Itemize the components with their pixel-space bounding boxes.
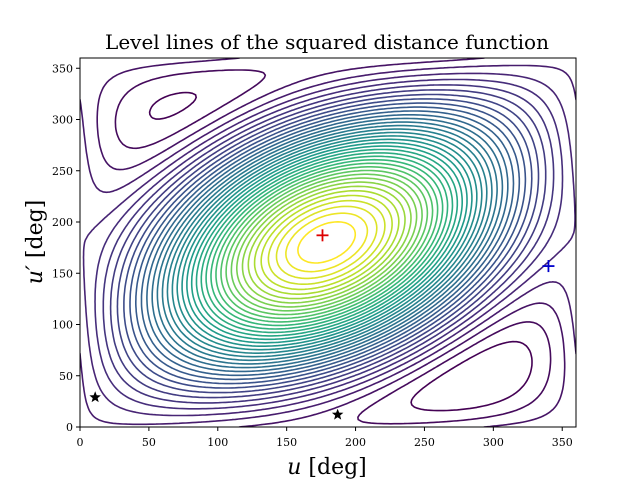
- y-axis-label: u′ [deg]: [23, 200, 48, 285]
- contour-level: [225, 169, 429, 316]
- contour-level: [171, 131, 483, 354]
- contour-level: [205, 155, 449, 330]
- contour-level: [241, 181, 412, 304]
- contour-level: [236, 177, 418, 308]
- y-tick-label: 0: [66, 421, 73, 434]
- x-tick-label: 250: [414, 436, 435, 449]
- contour-level: [123, 98, 533, 389]
- contour-level: [146, 114, 509, 373]
- contour-level: [200, 152, 454, 334]
- contour-level: [297, 221, 357, 264]
- plot-area: [79, 57, 577, 428]
- x-axis: 0 50 100 150 200 250 300 350: [77, 427, 573, 449]
- contour-level: [285, 212, 369, 273]
- y-tick-label: 50: [59, 370, 73, 383]
- contour-level: [166, 128, 488, 358]
- x-axis-label: u [deg]: [287, 455, 367, 480]
- contour-level: [267, 199, 386, 285]
- x-tick-label: 0: [77, 436, 84, 449]
- y-tick-label: 150: [52, 267, 73, 280]
- saddle-marker: [542, 260, 555, 273]
- x-tick-label: 300: [483, 436, 504, 449]
- y-tick-label: 200: [52, 216, 73, 229]
- y-tick-label: 250: [52, 165, 73, 178]
- x-tick-label: 200: [345, 436, 366, 449]
- contour-level: [247, 185, 406, 300]
- plot-frame: [79, 57, 577, 428]
- maximum-marker: [316, 229, 329, 242]
- contour-level: [80, 64, 576, 426]
- contour-level: [253, 189, 400, 295]
- contour-level: [151, 117, 504, 369]
- contour-level: [260, 194, 393, 291]
- contour-level: [94, 78, 564, 410]
- contour-lines: [80, 58, 576, 427]
- y-tick-label: 100: [52, 319, 73, 332]
- contour-level: [148, 91, 533, 412]
- contour-level: [176, 135, 478, 351]
- contour-level: [210, 158, 444, 327]
- contour-level: [129, 102, 527, 385]
- contour-level: [190, 145, 463, 341]
- contour-level: [82, 72, 576, 417]
- x-tick-label: 350: [552, 436, 573, 449]
- x-tick-label: 150: [276, 436, 297, 449]
- markers: [89, 229, 555, 420]
- minimum-star-marker: [89, 391, 101, 403]
- contour-level: [135, 106, 521, 381]
- contour-level: [102, 84, 555, 404]
- contour-level: [275, 205, 378, 280]
- contour-level: [109, 89, 547, 399]
- contour-level: [181, 138, 473, 347]
- contour-level: [230, 173, 423, 312]
- contour-level: [161, 124, 493, 362]
- y-axis: 0 50 100 150 200 250 300 350: [52, 62, 80, 434]
- contour-level: [186, 141, 468, 344]
- y-tick-label: 350: [52, 62, 73, 75]
- y-tick-label: 300: [52, 114, 73, 127]
- chart-title: Level lines of the squared distance func…: [105, 30, 549, 54]
- contour-level: [140, 110, 515, 377]
- contour-level: [114, 69, 552, 425]
- contour-level: [215, 162, 439, 323]
- contour-level: [116, 93, 540, 394]
- minimum-star-marker: [331, 408, 344, 420]
- contour-level: [195, 148, 459, 337]
- x-tick-label: 50: [142, 436, 156, 449]
- contour-level: [156, 121, 498, 365]
- x-tick-label: 100: [207, 436, 228, 449]
- contour-level: [220, 166, 434, 320]
